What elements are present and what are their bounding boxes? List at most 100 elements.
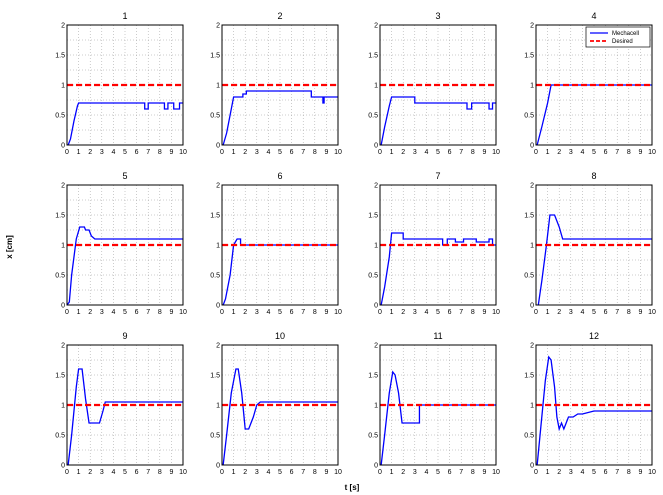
subplot-title: 2 (277, 11, 282, 21)
legend-box (585, 26, 651, 48)
x-tick-label: 2 (557, 149, 561, 156)
x-tick-label: 8 (471, 469, 475, 476)
y-tick-label: 0 (61, 303, 65, 310)
series-mechacell-line (222, 90, 338, 146)
y-tick-label: 0 (61, 463, 65, 470)
x-tick-label: 7 (301, 469, 305, 476)
x-tick-label: 4 (266, 149, 270, 156)
x-tick-label: 5 (436, 309, 440, 316)
x-tick-label: 8 (158, 469, 162, 476)
x-tick-label: 3 (413, 309, 417, 316)
y-tick-label: 0.5 (55, 433, 65, 440)
x-tick-label: 5 (123, 309, 127, 316)
y-tick-label: 0 (374, 143, 378, 150)
x-tick-label: 9 (638, 469, 642, 476)
x-tick-label: 10 (179, 309, 187, 316)
x-tick-label: 5 (436, 469, 440, 476)
series-mechacell-line (380, 96, 496, 146)
y-tick-label: 0 (216, 463, 220, 470)
x-tick-label: 3 (413, 469, 417, 476)
subplot-title: 3 (435, 11, 440, 21)
y-tick-label: 1.5 (368, 373, 378, 380)
x-tick-label: 8 (313, 149, 317, 156)
x-tick-label: 8 (471, 309, 475, 316)
x-tick-label: 9 (169, 469, 173, 476)
x-tick-label: 6 (604, 309, 608, 316)
y-axis-title: x [cm] (5, 235, 14, 259)
y-tick-label: 1.5 (210, 53, 220, 60)
x-tick-label: 7 (459, 309, 463, 316)
x-tick-label: 6 (290, 309, 294, 316)
y-tick-label: 0.5 (524, 113, 534, 120)
x-tick-label: 0 (534, 469, 538, 476)
y-tick-label: 0 (216, 303, 220, 310)
x-tick-label: 9 (324, 149, 328, 156)
x-tick-label: 9 (638, 309, 642, 316)
x-tick-label: 0 (220, 469, 224, 476)
x-tick-label: 3 (255, 309, 259, 316)
x-tick-label: 6 (135, 309, 139, 316)
y-tick-label: 1 (216, 83, 220, 90)
x-tick-label: 8 (313, 469, 317, 476)
x-tick-label: 4 (424, 149, 428, 156)
x-tick-label: 9 (638, 149, 642, 156)
y-tick-label: 1 (530, 83, 534, 90)
x-tick-label: 10 (179, 469, 187, 476)
x-tick-label: 4 (266, 309, 270, 316)
x-tick-label: 9 (169, 309, 173, 316)
y-tick-label: 2 (530, 343, 534, 350)
x-tick-label: 6 (290, 469, 294, 476)
x-tick-label: 9 (324, 469, 328, 476)
x-tick-label: 0 (220, 149, 224, 156)
x-tick-label: 9 (324, 309, 328, 316)
y-tick-label: 1.5 (524, 53, 534, 60)
x-tick-label: 0 (378, 469, 382, 476)
y-tick-label: 2 (374, 343, 378, 350)
y-tick-label: 0.5 (368, 273, 378, 280)
y-tick-label: 1.5 (55, 53, 65, 60)
x-tick-label: 0 (65, 469, 69, 476)
y-tick-label: 0.5 (210, 433, 220, 440)
y-tick-label: 2 (216, 183, 220, 190)
x-tick-label: 7 (459, 149, 463, 156)
x-tick-label: 3 (569, 149, 573, 156)
y-tick-label: 1.5 (55, 373, 65, 380)
x-tick-label: 7 (615, 309, 619, 316)
series-mechacell-line (67, 102, 183, 146)
plot-frame (535, 184, 653, 306)
x-tick-label: 2 (243, 149, 247, 156)
x-tick-label: 10 (648, 149, 656, 156)
subplot-title: 8 (591, 171, 596, 181)
x-tick-label: 0 (534, 309, 538, 316)
x-tick-label: 7 (459, 469, 463, 476)
x-tick-label: 2 (557, 309, 561, 316)
x-tick-label: 0 (378, 309, 382, 316)
y-tick-label: 0.5 (524, 273, 534, 280)
series-mechacell-line (222, 238, 338, 306)
x-tick-label: 9 (482, 469, 486, 476)
y-tick-label: 1 (61, 83, 65, 90)
y-tick-label: 1 (530, 403, 534, 410)
x-tick-label: 6 (604, 149, 608, 156)
y-tick-label: 0.5 (368, 113, 378, 120)
subplot-title: 10 (275, 331, 285, 341)
x-tick-label: 10 (334, 469, 342, 476)
x-tick-label: 8 (627, 469, 631, 476)
y-tick-label: 1 (374, 403, 378, 410)
plot-frame (221, 184, 339, 306)
y-tick-label: 2 (216, 23, 220, 30)
plot-frame (535, 344, 653, 466)
subplot-title: 7 (435, 171, 440, 181)
plot-frame (535, 24, 653, 146)
y-tick-label: 0.5 (210, 113, 220, 120)
